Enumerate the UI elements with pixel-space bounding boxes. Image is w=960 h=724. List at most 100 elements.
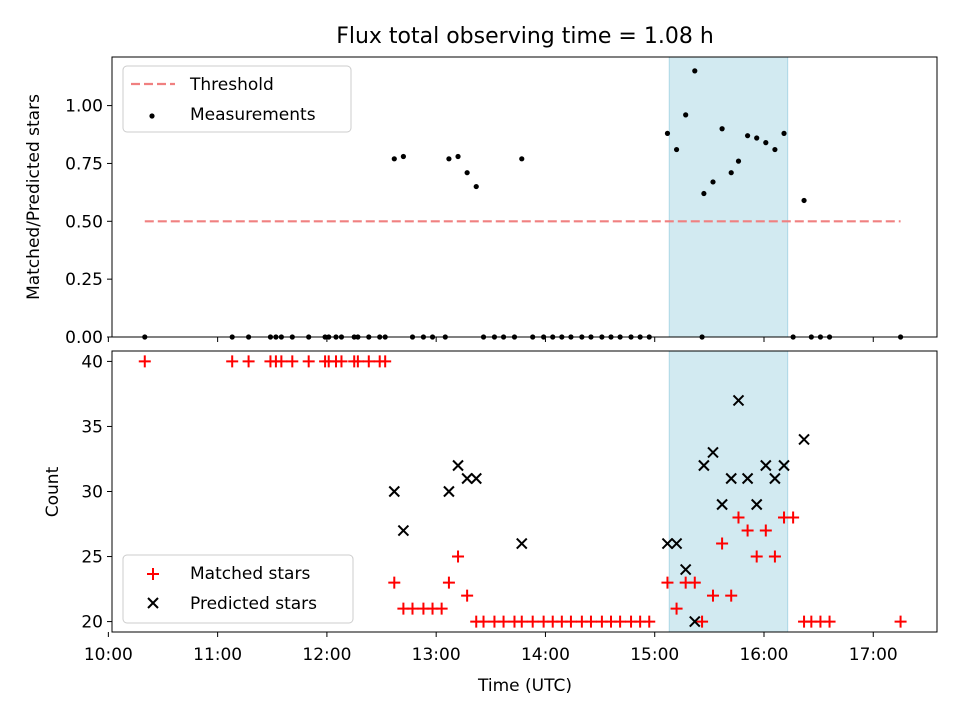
matched-star-point xyxy=(688,576,701,589)
measurement-point xyxy=(664,130,671,136)
bottom-xtick-label: 13:00 xyxy=(412,645,461,665)
measurement-point xyxy=(719,126,725,132)
matched-star-point xyxy=(706,589,719,602)
matched-star-point xyxy=(716,537,729,550)
predicted-star-point xyxy=(707,446,719,459)
measurement-point xyxy=(772,146,778,153)
measurement-point xyxy=(744,133,751,139)
matched-star-point xyxy=(477,615,490,628)
legend-predicted-marker xyxy=(147,597,159,609)
observing-window-band xyxy=(668,56,789,338)
top-axes-frame xyxy=(111,56,938,338)
legend-measurements-label: Measurements xyxy=(190,105,316,125)
legend-measurements-marker xyxy=(149,113,155,119)
bottom-xlabel: Time (UTC) xyxy=(477,676,572,696)
matched-star-point xyxy=(759,524,772,537)
top-ytick-label: 1.00 xyxy=(65,97,103,117)
predicted-star-point xyxy=(443,485,455,498)
measurement-point xyxy=(801,197,807,204)
bottom-ytick-label: 40 xyxy=(81,352,103,372)
predicted-star-point xyxy=(679,563,692,576)
bottom-xtick-label: 17:00 xyxy=(849,645,898,665)
matched-star-point xyxy=(732,511,745,524)
bottom-ylabel: Count xyxy=(43,466,63,517)
predicted-star-point xyxy=(778,459,790,472)
matched-star-point xyxy=(406,602,419,615)
measurement-point xyxy=(464,170,470,176)
top-ytick-label: 0.00 xyxy=(65,328,103,348)
measurement-point xyxy=(519,156,525,162)
top-ytick-label: 0.75 xyxy=(65,154,103,174)
matched-star-point xyxy=(379,355,392,368)
bottom-ytick-label: 20 xyxy=(81,613,103,633)
measurement-point xyxy=(728,170,734,176)
predicted-star-point xyxy=(452,459,464,472)
matched-star-point xyxy=(461,589,474,602)
matched-star-point xyxy=(614,615,627,628)
matched-star-point xyxy=(335,355,348,368)
matched-star-point xyxy=(351,355,364,368)
matched-star-point xyxy=(362,355,375,368)
matched-star-point xyxy=(275,355,288,368)
predicted-star-point xyxy=(388,485,400,498)
predicted-star-point xyxy=(798,433,810,446)
bottom-panel: 20 25 30 35 40 10:00 11:00 12:00 13:00 14:00 15:0… xyxy=(43,350,938,696)
top-legend: Threshold Measurements xyxy=(122,65,352,133)
bottom-xtick-label: 14:00 xyxy=(521,645,570,665)
observing-window-band xyxy=(668,350,789,633)
legend-matched-label: Matched stars xyxy=(190,564,310,584)
measurement-point xyxy=(473,183,479,190)
predicted-star-point xyxy=(397,524,410,537)
measurement-point xyxy=(400,153,406,160)
legend-threshold-label: Threshold xyxy=(189,75,274,95)
bottom-xtick-label: 15:00 xyxy=(630,645,679,665)
predicted-star-point xyxy=(661,537,674,550)
matched-star-point xyxy=(696,615,709,628)
bottom-xtick-label: 12:00 xyxy=(302,645,351,665)
bottom-axes-frame xyxy=(111,350,938,633)
measurement-point xyxy=(735,158,742,164)
bottom-ytick-label: 30 xyxy=(81,483,103,503)
legend-predicted-label: Predicted stars xyxy=(190,594,317,614)
matched-star-point xyxy=(442,576,455,589)
top-ylabel: Matched/Predicted stars xyxy=(24,94,44,300)
matched-star-point xyxy=(643,615,656,628)
predicted-star-point xyxy=(732,394,745,407)
predicted-star-point xyxy=(670,537,683,550)
predicted-star-point xyxy=(725,472,737,485)
chart-title: Flux total observing time = 1.08 h xyxy=(336,24,714,49)
bottom-xtick-label: 10:00 xyxy=(84,645,133,665)
predicted-star-point xyxy=(769,472,781,485)
measurement-point xyxy=(781,130,787,136)
matched-star-point xyxy=(302,355,315,368)
matched-star-point xyxy=(526,615,539,628)
matched-star-point xyxy=(497,615,510,628)
measurement-point xyxy=(763,140,769,146)
legend-matched-marker xyxy=(147,568,159,580)
matched-star-point xyxy=(564,615,577,628)
matched-star-point xyxy=(435,602,448,615)
matched-star-point xyxy=(768,550,781,563)
predicted-star-point xyxy=(760,459,772,472)
predicted-star-point xyxy=(698,459,710,472)
bottom-xtick-label: 11:00 xyxy=(193,645,242,665)
matched-star-point xyxy=(741,524,754,537)
predicted-star-point xyxy=(461,472,473,485)
predicted-star-point xyxy=(470,472,482,485)
bottom-ytick-label: 35 xyxy=(81,417,103,437)
measurement-point xyxy=(683,112,689,118)
measurement-point xyxy=(673,146,680,153)
bottom-legend-box xyxy=(122,554,354,624)
top-legend-box xyxy=(122,65,352,133)
top-ytick-label: 0.25 xyxy=(65,270,103,290)
bottom-xtick-label: 16:00 xyxy=(739,645,788,665)
top-ytick-label: 0.50 xyxy=(65,212,103,232)
bottom-legend: Matched stars Predicted stars xyxy=(122,554,354,624)
measurement-point xyxy=(710,179,716,185)
bottom-ytick-label: 25 xyxy=(81,548,103,568)
predicted-star-point xyxy=(741,472,754,485)
matched-star-point xyxy=(242,355,255,368)
measurement-point xyxy=(455,153,461,160)
measurement-point xyxy=(391,156,397,162)
